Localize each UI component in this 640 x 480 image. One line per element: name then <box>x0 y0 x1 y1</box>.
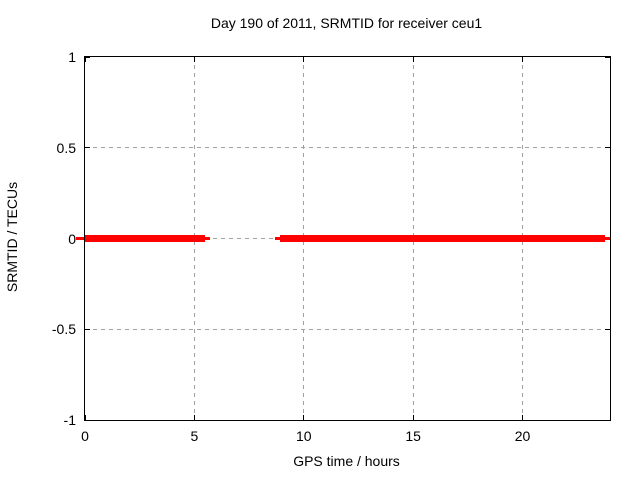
x-tick-label: 20 <box>514 428 531 444</box>
y-tick-left <box>85 56 90 58</box>
y-tick-left <box>85 419 90 421</box>
x-tick-label: 5 <box>190 428 199 444</box>
y-gridline <box>85 147 610 149</box>
x-tick-top <box>522 57 523 62</box>
plot-area: 0 5 10 15 20 1 0.5 0 -0.5 -1 <box>52 49 611 444</box>
data-line-segment <box>279 235 605 242</box>
x-tick-label: 10 <box>295 428 312 444</box>
x-tick-bottom <box>193 415 195 420</box>
data-line-segment <box>205 237 211 240</box>
y-tick-right <box>605 56 610 58</box>
x-tick-bottom <box>84 415 86 420</box>
y-tick-right <box>605 419 610 421</box>
y-tick-label: 1 <box>68 49 76 65</box>
y-tick-label: -1 <box>63 412 76 428</box>
y-tick-right <box>605 147 610 149</box>
y-tick-left <box>85 328 90 330</box>
data-line-segment <box>85 235 206 242</box>
x-tick-top <box>303 57 305 62</box>
y-tick-left <box>85 147 90 149</box>
x-tick-top <box>193 57 195 62</box>
chart-title: Day 190 of 2011, SRMTID for receiver ceu… <box>210 15 483 31</box>
x-tick-top <box>412 57 414 62</box>
x-tick-top <box>84 57 86 62</box>
y-tick-label: 0.5 <box>56 139 76 156</box>
y-tick-label: -0.5 <box>51 321 76 338</box>
data-line-segment <box>604 237 610 240</box>
y-gridline <box>85 328 610 330</box>
data-line-segment <box>76 237 84 240</box>
x-tick-bottom <box>303 415 305 420</box>
x-tick-bottom <box>522 415 523 420</box>
x-tick-bottom <box>412 415 414 420</box>
y-tick-right <box>605 328 610 330</box>
x-axis-label: GPS time / hours <box>293 453 400 469</box>
data-line-segment <box>275 237 280 240</box>
x-tick-label: 0 <box>81 428 89 444</box>
x-tick-label: 15 <box>405 428 421 444</box>
y-tick-label: 0 <box>68 230 76 247</box>
